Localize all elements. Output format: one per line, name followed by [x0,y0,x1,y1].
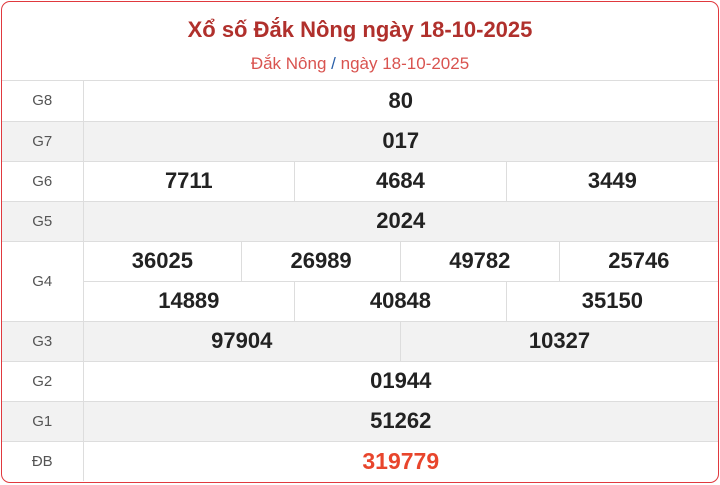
prize-label: G1 [2,400,84,441]
prize-label: G2 [2,360,84,401]
prize-number: 40848 [294,280,507,321]
page-title: Xổ số Đắk Nông ngày 18-10-2025 [187,17,533,42]
prize-number: 35150 [505,280,718,321]
breadcrumb-date: ngày 18-10-2025 [340,54,470,73]
prize-number: 26989 [241,240,401,281]
row-g8: G8 80 [2,81,718,121]
row-g4-2: 14889 40848 35150 [2,280,718,321]
breadcrumb-separator: / [331,54,336,73]
prize-number: 01944 [82,360,718,401]
prize-label: ĐB [2,440,84,481]
prize-label: G8 [2,81,84,121]
prize-label: G4 [2,240,84,321]
prize-label: G5 [2,200,84,241]
prize-label: G3 [2,320,84,361]
prize-number: 017 [82,120,718,161]
prize-number: 36025 [82,240,242,281]
prize-number: 14889 [83,280,295,321]
results-header: Xổ số Đắk Nông ngày 18-10-2025 Đắk Nông … [2,2,718,81]
prize-number: 97904 [82,320,401,361]
prize-number: 7711 [82,160,295,201]
prize-number: 3449 [505,160,718,201]
row-g5: G5 2024 [2,200,718,241]
prize-number: 10327 [399,320,718,361]
row-g6: G6 7711 4684 3449 [2,160,718,201]
prize-label: G6 [2,160,84,201]
prize-number: 49782 [399,240,560,281]
row-g4: G4 36025 26989 49782 25746 [2,240,718,321]
row-g2: G2 01944 [2,360,718,401]
results-table: G8 80 G7 017 G6 7711 4684 3449 G5 2024 G4 36025… [2,81,718,481]
row-db: ĐB 319779 [2,440,718,481]
breadcrumb-province-link[interactable]: Đắk Nông [250,54,327,73]
breadcrumb: Đắk Nông / ngày 18-10-2025 [2,54,718,74]
prize-label: G7 [2,120,84,161]
prize-number: 4684 [294,160,507,201]
prize-number: 25746 [558,240,718,281]
prize-number: 2024 [82,200,718,241]
prize-number: 80 [82,81,718,121]
row-g3: G3 97904 10327 [2,320,718,361]
row-g7: G7 017 [2,120,718,161]
prize-number: 51262 [82,400,718,441]
row-g1: G1 51262 [2,400,718,441]
special-prize-number: 319779 [82,440,718,481]
